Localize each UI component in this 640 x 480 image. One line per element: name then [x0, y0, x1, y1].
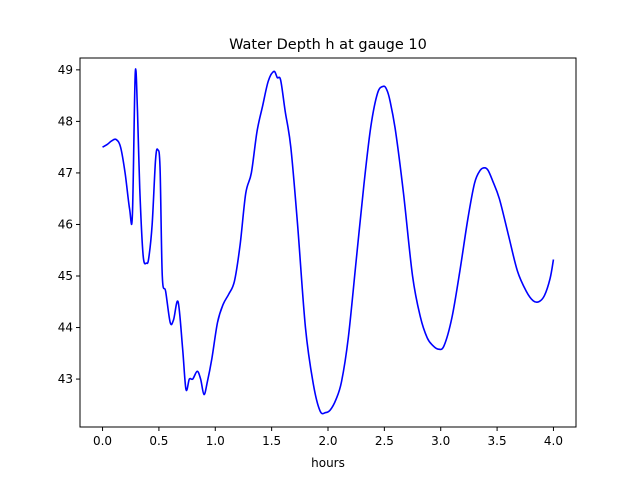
x-axis-label: hours — [311, 456, 345, 470]
y-tick-label: 49 — [58, 63, 73, 77]
x-tick-label: 3.5 — [488, 434, 507, 448]
y-tick-label: 47 — [58, 166, 73, 180]
x-tick-label: 2.5 — [375, 434, 394, 448]
y-tick-label: 43 — [58, 372, 73, 386]
x-tick-label: 1.0 — [206, 434, 225, 448]
x-tick-label: 0.5 — [149, 434, 168, 448]
x-tick-label: 0.0 — [93, 434, 112, 448]
chart-title: Water Depth h at gauge 10 — [229, 37, 427, 53]
x-tick-label: 1.5 — [262, 434, 281, 448]
series-line-water-depth — [102, 68, 555, 415]
x-axis: 0.0 0.5 1.0 1.5 2.0 2.5 3.0 3.5 4.0 — [93, 427, 563, 448]
series-layer — [102, 68, 555, 415]
x-tick-label: 2.0 — [318, 434, 337, 448]
y-tick-label: 48 — [58, 114, 73, 128]
y-tick-label: 44 — [58, 321, 73, 335]
x-tick-label: 3.0 — [431, 434, 450, 448]
y-tick-label: 46 — [58, 217, 73, 231]
x-tick-label: 4.0 — [544, 434, 563, 448]
y-axis: 43 44 45 46 47 48 49 — [58, 63, 80, 386]
y-tick-label: 45 — [58, 269, 73, 283]
